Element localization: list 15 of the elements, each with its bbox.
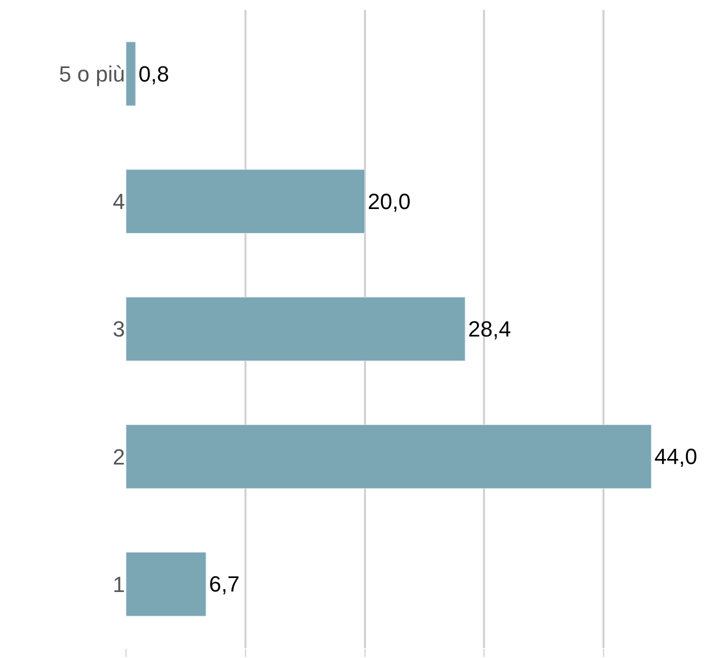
- data-label: 6,7: [209, 572, 240, 597]
- data-label: 20,0: [368, 188, 411, 214]
- bar: [126, 424, 652, 489]
- bar: [126, 296, 466, 362]
- y-tick-label: 2: [112, 444, 125, 470]
- data-label: 44,0: [654, 444, 698, 470]
- y-tick-label: 3: [112, 316, 125, 342]
- bar: [126, 42, 136, 106]
- y-tick-label: 5 o più: [58, 62, 125, 86]
- data-label: 0,8: [138, 61, 170, 86]
- y-tick-label: 4: [112, 189, 125, 214]
- y-tick-label: 1: [112, 572, 125, 597]
- bar: [126, 169, 366, 234]
- data-label: 28,4: [468, 316, 511, 342]
- bar: [126, 552, 206, 616]
